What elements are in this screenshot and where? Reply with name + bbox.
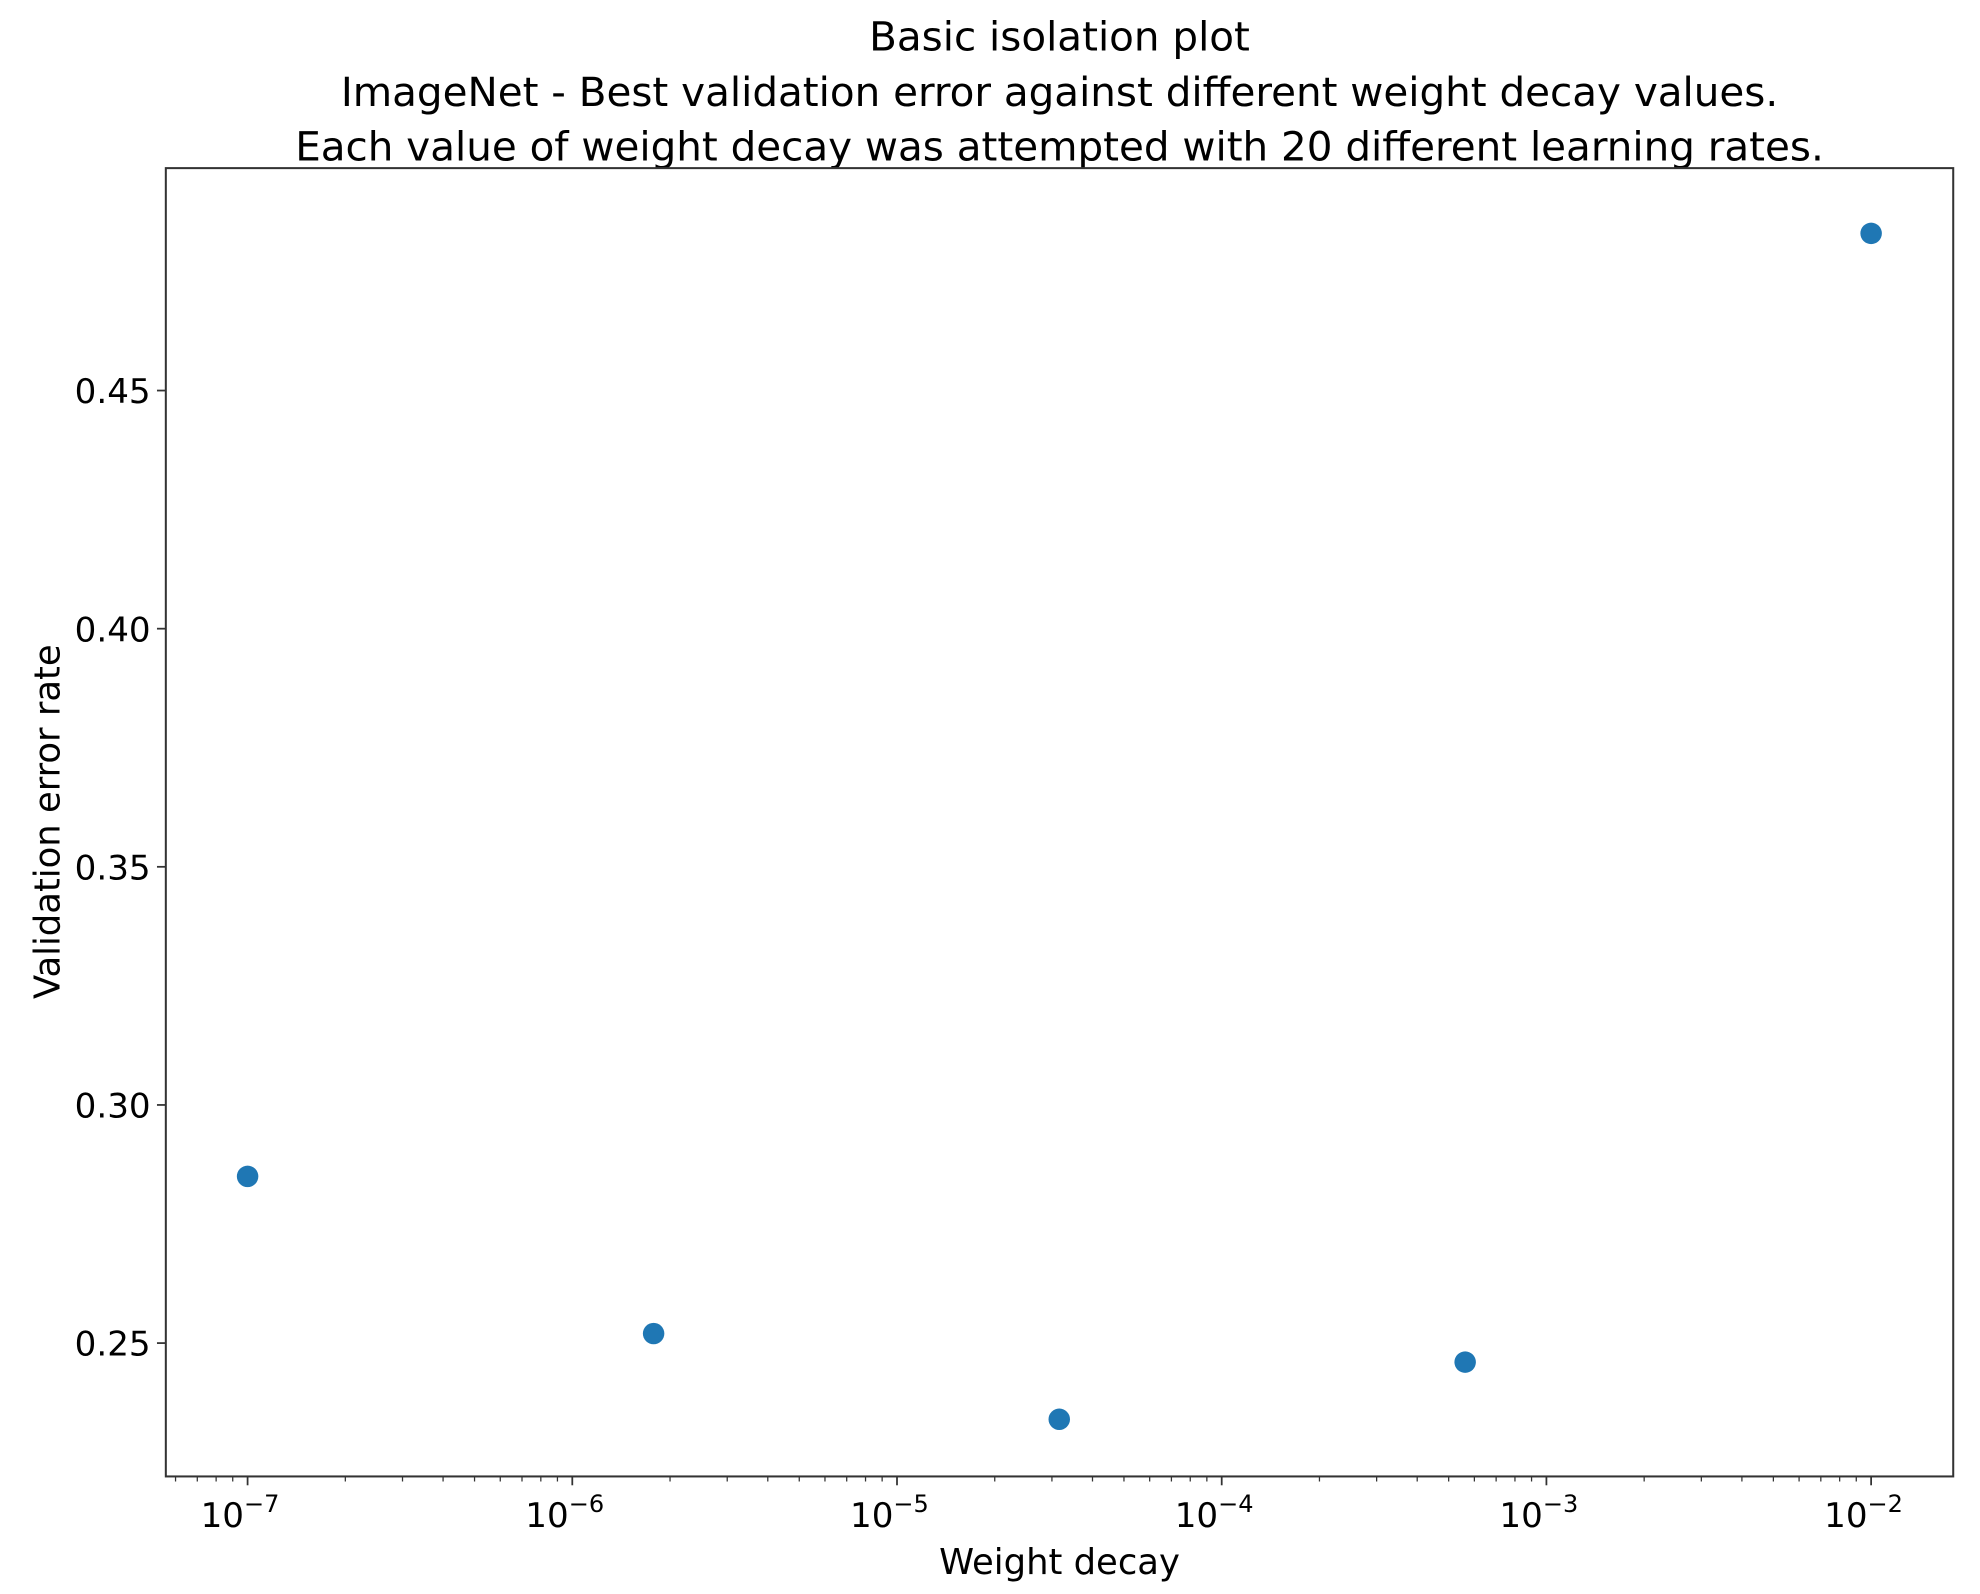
y-tick-label: 0.45 [75,372,151,412]
y-tick-label: 0.25 [75,1325,151,1365]
plot-frame [164,167,1955,1478]
y-tick-label: 0.35 [75,848,151,888]
data-point [1048,1408,1070,1431]
x-tick-label: 10−4 [1175,1490,1254,1536]
y-tick-label: 0.30 [75,1087,151,1127]
data-point [1860,222,1882,245]
chart-subtitle-line-1: ImageNet - Best validation error against… [341,68,1778,116]
y-axis-label: Validation error rate [28,644,69,999]
x-tick-label: 10−2 [1824,1490,1903,1536]
chart-title: Basic isolation plot [869,13,1250,61]
x-tick-label: 10−5 [850,1490,929,1536]
x-tick-label: 10−7 [201,1490,280,1536]
data-point [642,1322,665,1345]
x-axis-label: Weight decay [939,1542,1180,1583]
data-point [236,1165,259,1188]
x-tick-label: 10−6 [525,1490,604,1536]
x-tick-label: 10−3 [1499,1490,1578,1536]
y-tick-label: 0.40 [75,610,151,650]
chart-subtitle-line-2: Each value of weight decay was attempted… [295,123,1824,171]
data-point [1454,1351,1476,1373]
